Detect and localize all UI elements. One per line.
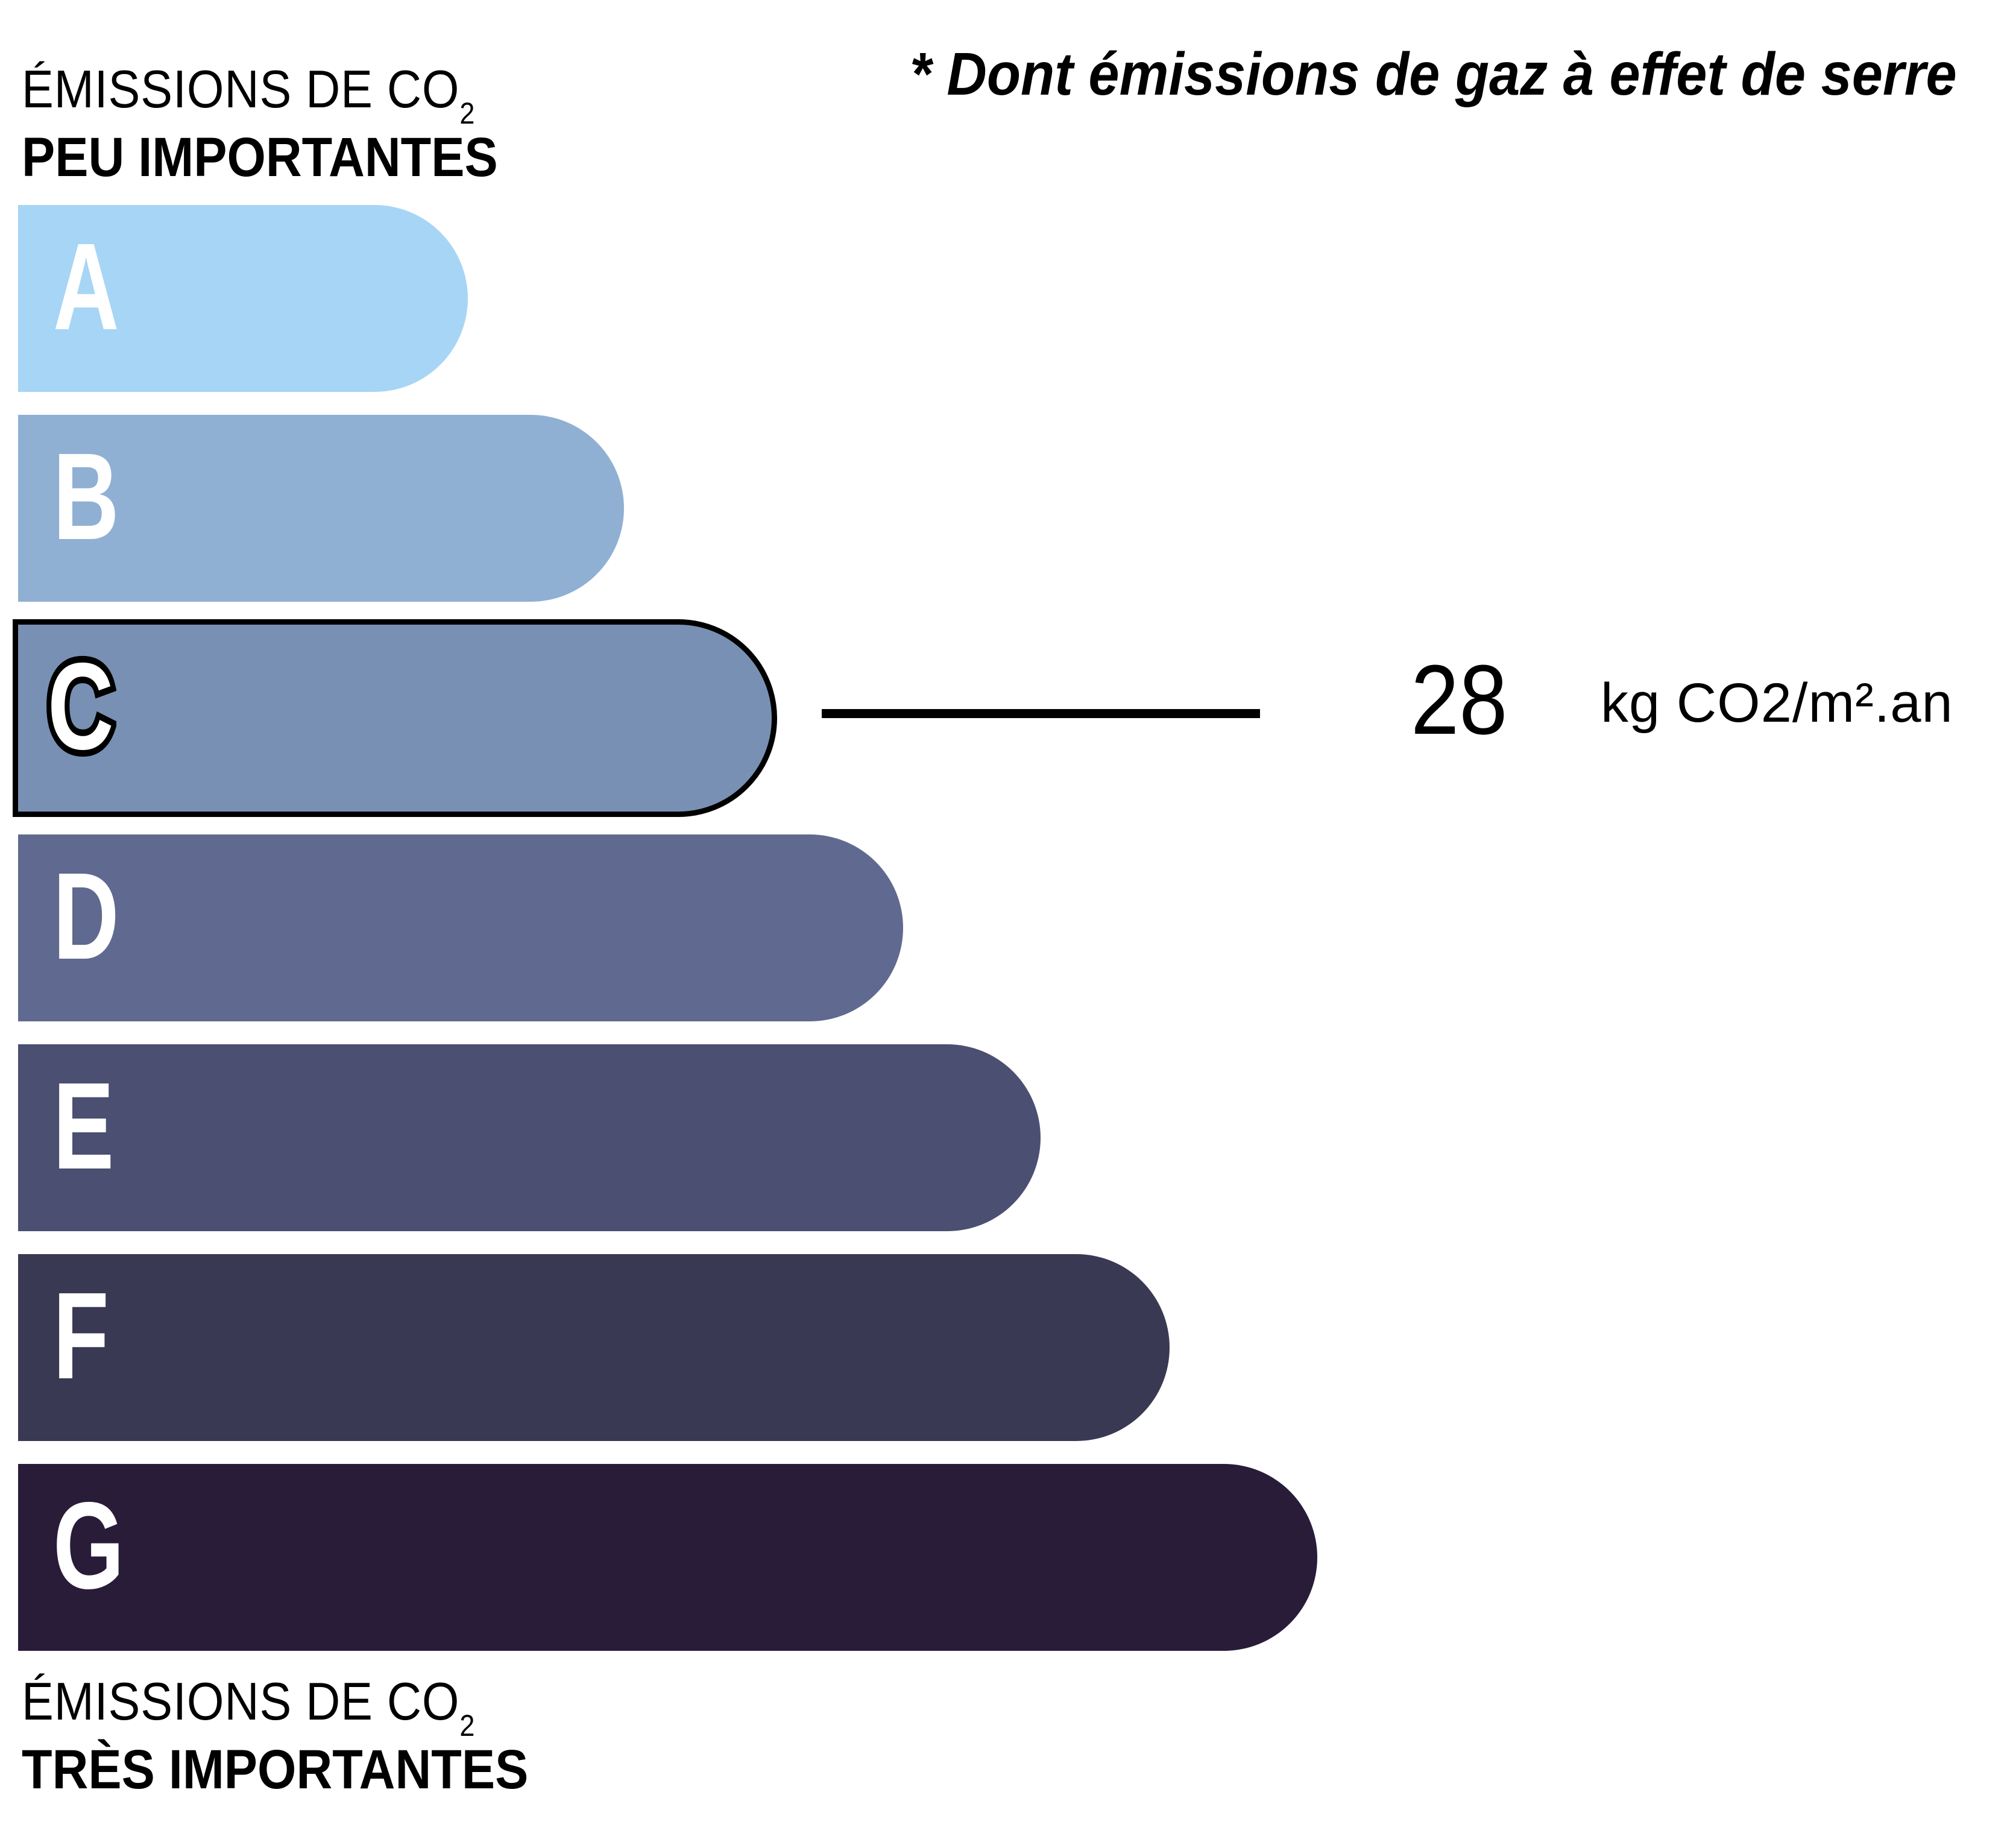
scale-bar-b: B <box>18 415 624 602</box>
scale-high-caption-line2: TRÈS IMPORTANTES <box>22 1739 529 1800</box>
bar-letter-b: B <box>53 427 119 566</box>
bar-letter-d: D <box>53 847 119 985</box>
scale-bar-e: E <box>18 1044 1041 1231</box>
bar-letter-g: G <box>53 1477 125 1615</box>
scale-low-caption-line1: ÉMISSIONS DE CO2 <box>22 59 498 130</box>
scale-high-caption: ÉMISSIONS DE CO2 TRÈS IMPORTANTES <box>22 1671 528 1800</box>
bar-letter-a: A <box>53 218 119 356</box>
co2-subscript: 2 <box>459 96 476 130</box>
scale-bar-g: G <box>18 1464 1317 1651</box>
value-pointer-line <box>822 709 1260 718</box>
emissions-value: 28 <box>1411 645 1508 755</box>
bar-letter-c-outline: C <box>43 637 119 775</box>
bar-letter-c: C <box>48 637 114 775</box>
bar-letter-e: E <box>53 1057 115 1195</box>
emissions-unit: kg CO2/m².an <box>1601 672 1953 734</box>
scale-high-caption-line1: ÉMISSIONS DE CO2 <box>22 1671 528 1742</box>
bar-letter-f: F <box>53 1267 109 1405</box>
caption-text: ÉMISSIONS DE CO <box>22 59 460 119</box>
scale-bar-d: D <box>18 834 903 1021</box>
scale-low-caption-line2: PEU IMPORTANTES <box>22 127 498 188</box>
ges-annotation: * Dont émissions de gaz à effet de serre <box>910 40 1957 108</box>
scale-low-caption: ÉMISSIONS DE CO2 PEU IMPORTANTES <box>22 59 498 188</box>
scale-bar-f: F <box>18 1254 1170 1441</box>
caption-text: ÉMISSIONS DE CO <box>22 1671 460 1731</box>
scale-bar-a: A <box>18 205 468 392</box>
co2-subscript: 2 <box>459 1709 476 1742</box>
